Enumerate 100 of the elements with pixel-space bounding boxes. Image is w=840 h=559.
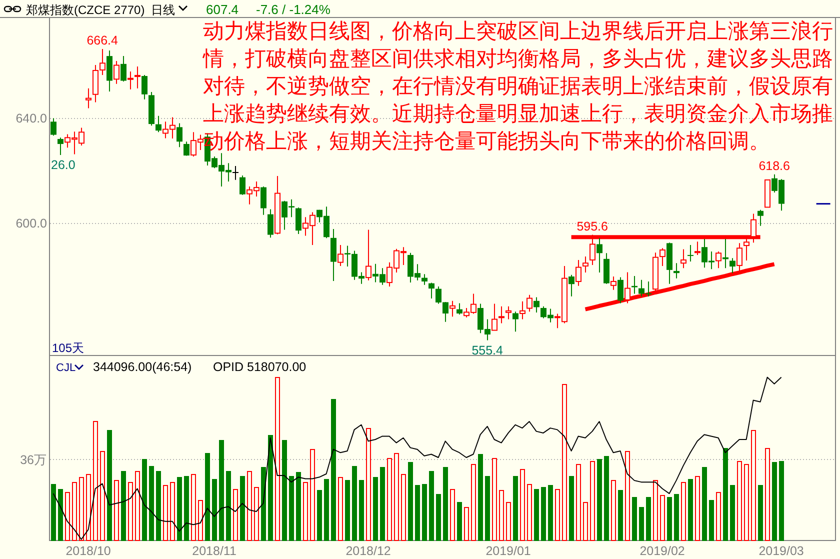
bar xyxy=(303,482,308,541)
bar xyxy=(485,476,490,541)
bar xyxy=(702,467,707,541)
bar xyxy=(506,502,511,541)
bar xyxy=(583,502,588,541)
y-tick-label: 600.0 xyxy=(16,216,48,231)
annotation: 595.6 xyxy=(576,219,608,234)
bar xyxy=(450,489,455,541)
bar xyxy=(219,440,224,541)
annotation: 666.4 xyxy=(86,33,118,48)
bar xyxy=(415,485,420,541)
bar xyxy=(58,489,63,541)
bar xyxy=(625,451,630,541)
text: -7.6 / -1.24% xyxy=(256,2,331,17)
bar xyxy=(142,459,147,541)
bar xyxy=(51,484,56,541)
bar xyxy=(611,480,616,541)
bar xyxy=(324,479,329,541)
bar xyxy=(387,458,392,541)
x-tick-label: 2019/01 xyxy=(486,544,531,558)
bar xyxy=(373,477,378,541)
bar xyxy=(541,487,546,541)
bar xyxy=(79,477,84,541)
bar xyxy=(191,474,196,541)
bar xyxy=(765,448,770,541)
x-tick-label: 2018/11 xyxy=(192,544,236,558)
bar xyxy=(268,435,273,541)
bar xyxy=(534,489,539,541)
bar xyxy=(499,490,504,541)
bar xyxy=(688,479,693,541)
bar xyxy=(436,494,441,541)
bar xyxy=(310,449,315,541)
bar xyxy=(212,479,217,541)
bar xyxy=(562,384,567,541)
bar xyxy=(100,451,105,541)
bar xyxy=(366,428,371,541)
bar xyxy=(716,492,721,541)
bar xyxy=(709,500,714,541)
bar xyxy=(653,480,658,541)
bar xyxy=(527,484,532,541)
bar xyxy=(744,464,749,541)
bar xyxy=(555,489,560,541)
bar xyxy=(135,471,140,541)
bar xyxy=(296,472,301,541)
bar xyxy=(674,494,679,541)
bar xyxy=(261,467,266,541)
bar xyxy=(408,462,413,541)
annotation: 618.6 xyxy=(758,158,790,173)
bar xyxy=(205,453,210,541)
chart-subtitle: 日线 xyxy=(151,3,175,17)
bar xyxy=(317,490,322,541)
bar xyxy=(289,476,294,541)
line-series xyxy=(583,262,776,312)
bar xyxy=(492,458,497,541)
bar xyxy=(681,482,686,541)
y-tick-label: 640.0 xyxy=(16,112,48,126)
bar xyxy=(86,474,91,541)
bar xyxy=(352,466,357,541)
bar xyxy=(597,459,602,541)
bar xyxy=(282,440,287,541)
ref-line-label: 36万 xyxy=(20,453,47,467)
bar xyxy=(156,471,161,541)
bar xyxy=(128,482,133,541)
bar xyxy=(422,484,427,541)
annotation: 555.4 xyxy=(472,343,504,358)
bar xyxy=(345,480,350,541)
bar xyxy=(233,489,238,541)
bar xyxy=(772,462,777,541)
bar xyxy=(275,377,280,541)
bar xyxy=(359,480,364,541)
bar xyxy=(457,502,462,541)
bar xyxy=(331,399,336,541)
bar xyxy=(520,469,525,541)
bar xyxy=(730,485,735,541)
bar xyxy=(380,467,385,541)
bar xyxy=(429,471,434,541)
bar xyxy=(338,477,343,541)
bar xyxy=(247,471,252,541)
bar xyxy=(443,467,448,541)
bar xyxy=(618,490,623,541)
bar xyxy=(93,421,98,541)
bar xyxy=(604,456,609,541)
bar xyxy=(394,453,399,541)
bar xyxy=(184,476,189,541)
bar xyxy=(114,480,119,541)
annotation: 105天 xyxy=(52,341,84,355)
text: 344096.00(46:54) xyxy=(93,360,192,374)
bar xyxy=(65,492,70,541)
bar xyxy=(163,485,168,541)
bar xyxy=(464,507,469,541)
bar xyxy=(198,500,203,541)
x-tick-label: 2019/02 xyxy=(640,544,685,558)
bar xyxy=(254,487,259,541)
bar xyxy=(632,497,637,541)
bar xyxy=(695,476,700,541)
chart-title: 郑煤指数(CZCE 2770) xyxy=(26,3,145,17)
bar xyxy=(737,461,742,541)
text: 607.4 xyxy=(206,2,239,17)
bar xyxy=(569,476,574,541)
bar xyxy=(513,476,518,541)
